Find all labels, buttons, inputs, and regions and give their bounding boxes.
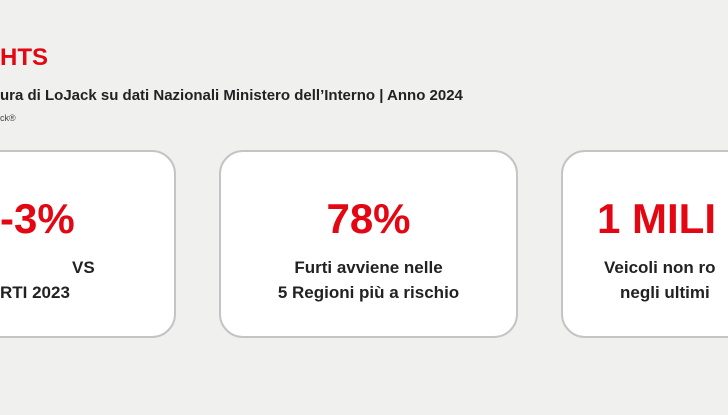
stat-figure: -3% (0, 195, 75, 242)
stat-text: Furti avviene nelle (294, 258, 443, 277)
stat-card (219, 150, 518, 338)
source: ck® (0, 113, 16, 123)
stat-text: negli ultimi (620, 283, 710, 302)
stat-text: Veicoli non ro (604, 258, 716, 277)
stat-card (0, 150, 176, 338)
stat-card (561, 150, 728, 338)
subtitle: ura di LoJack su dati Nazionali Minister… (0, 87, 463, 104)
stat-text: RTI 2023 (0, 283, 70, 302)
stat-figure: 78% (326, 195, 411, 242)
title: HTS (0, 44, 48, 71)
stat-text: VS (72, 258, 95, 277)
stat-figure: 1 MILI (597, 195, 717, 242)
stat-text: 5 Regioni più a rischio (277, 283, 460, 302)
